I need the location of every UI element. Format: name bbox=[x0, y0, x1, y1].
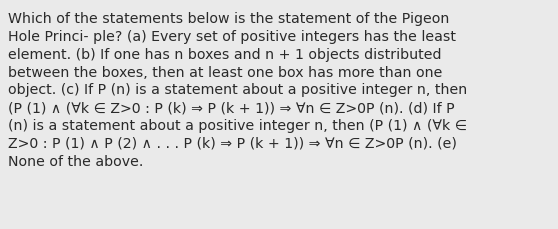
Text: Which of the statements below is the statement of the Pigeon
Hole Princi- ple? (: Which of the statements below is the sta… bbox=[8, 12, 467, 168]
